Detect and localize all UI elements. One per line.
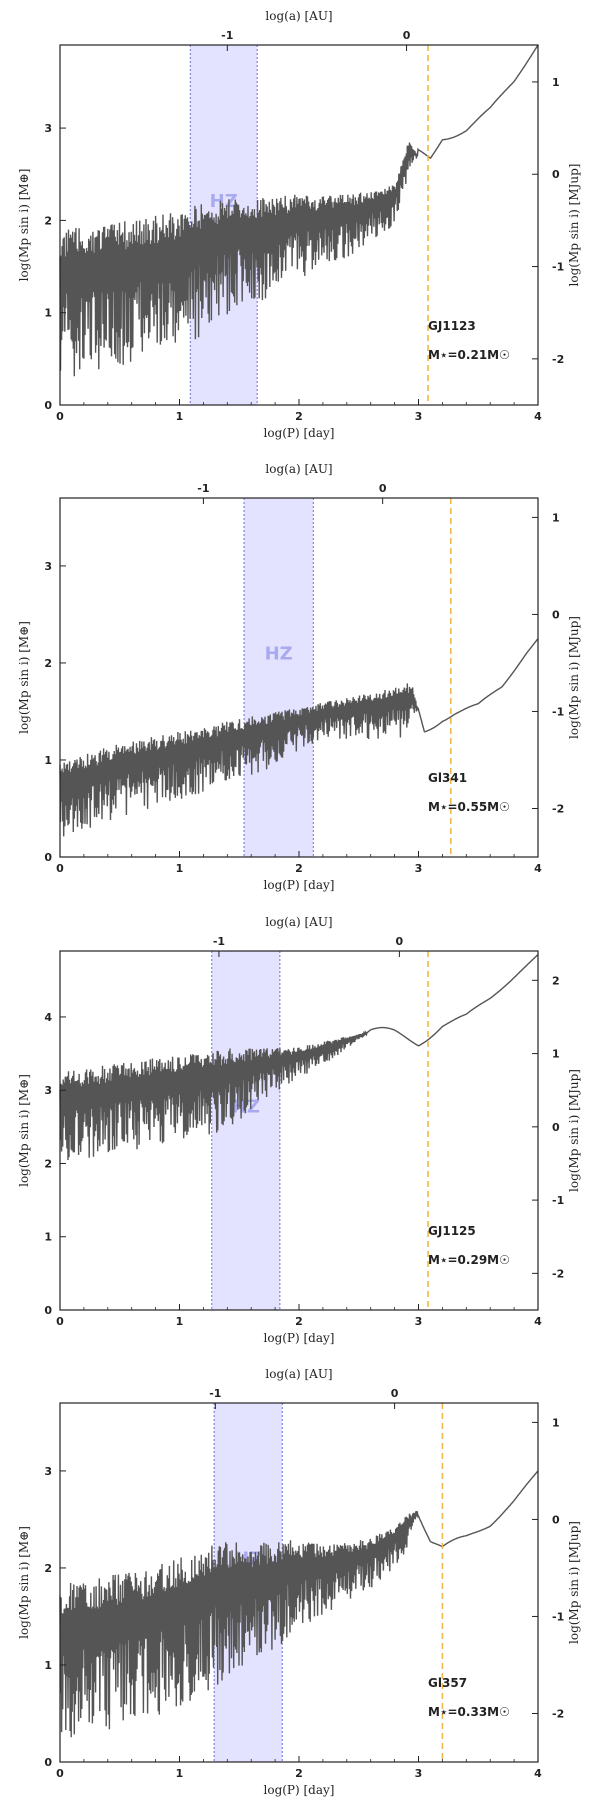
x-tick-label: 2 bbox=[295, 410, 303, 423]
top-tick-label: 0 bbox=[403, 29, 411, 42]
y-tick-label: 1 bbox=[44, 1231, 52, 1244]
x-tick-label: 1 bbox=[176, 862, 184, 875]
top-tick-label: -1 bbox=[213, 935, 225, 948]
top-axis-title: log(a) [AU] bbox=[265, 915, 332, 929]
y-tick-label: 3 bbox=[44, 1084, 52, 1097]
chart-panel-1: HZ 0 1 2 3 4 0 1 2 3 -2 -1 0 1 -1 0 log(a) [AU] log(P) [d… bbox=[17, 9, 581, 440]
y-right-tick-label: 0 bbox=[552, 1121, 560, 1134]
hz-label: HZ bbox=[265, 644, 293, 665]
y-right-axis-title: log(Mp sin i) [MJup] bbox=[567, 164, 581, 287]
y-right-tick-label: -1 bbox=[552, 261, 564, 274]
top-tick-label: -1 bbox=[221, 29, 233, 42]
star-name-label: Gl357 bbox=[428, 1676, 467, 1690]
x-tick-label: 4 bbox=[534, 1315, 542, 1328]
detection-limit-line bbox=[59, 1470, 539, 1738]
y-axis-title: log(Mp sin i) [M⊕] bbox=[17, 1074, 31, 1187]
x-tick-label: 3 bbox=[415, 862, 423, 875]
x-tick-label: 4 bbox=[534, 1767, 542, 1780]
y-right-axis-title: log(Mp sin i) [MJup] bbox=[567, 1521, 581, 1644]
y-right-tick-label: -1 bbox=[552, 1194, 564, 1207]
detection-limit-line bbox=[59, 954, 539, 1161]
top-tick-label: 0 bbox=[391, 1387, 399, 1400]
chart-panel-2: HZ 0 1 2 3 4 0 1 2 3 -2 -1 0 1 -1 0 log(a) [AU] log(P) [d… bbox=[17, 462, 581, 892]
y-right-tick-label: -1 bbox=[552, 705, 564, 718]
y-tick-label: 1 bbox=[44, 754, 52, 767]
top-axis-title: log(a) [AU] bbox=[265, 1367, 332, 1381]
y-tick-label: 4 bbox=[44, 1011, 52, 1024]
x-axis-title: log(P) [day] bbox=[264, 1331, 335, 1345]
y-right-tick-label: 1 bbox=[552, 511, 560, 524]
y-tick-label: 2 bbox=[44, 1157, 52, 1170]
x-tick-label: 1 bbox=[176, 410, 184, 423]
y-tick-label: 3 bbox=[44, 1465, 52, 1478]
x-axis-title: log(P) [day] bbox=[264, 1783, 335, 1797]
x-axis-title: log(P) [day] bbox=[264, 878, 335, 892]
x-tick-label: 4 bbox=[534, 862, 542, 875]
y-tick-label: 2 bbox=[44, 657, 52, 670]
x-tick-label: 1 bbox=[176, 1315, 184, 1328]
y-axis-title: log(Mp sin i) [M⊕] bbox=[17, 169, 31, 282]
y-right-tick-label: 0 bbox=[552, 168, 560, 181]
x-tick-label: 2 bbox=[295, 1315, 303, 1328]
y-right-axis-title: log(Mp sin i) [MJup] bbox=[567, 616, 581, 739]
y-tick-label: 0 bbox=[44, 1756, 52, 1769]
x-tick-label: 1 bbox=[176, 1767, 184, 1780]
y-right-tick-label: -2 bbox=[552, 1267, 564, 1280]
y-axis-title: log(Mp sin i) [M⊕] bbox=[17, 1526, 31, 1639]
x-tick-label: 3 bbox=[415, 1767, 423, 1780]
y-tick-label: 2 bbox=[44, 214, 52, 227]
star-name-label: Gl341 bbox=[428, 771, 467, 785]
top-tick-label: 0 bbox=[379, 482, 387, 495]
star-mass-label: M⋆=0.21M☉ bbox=[428, 348, 510, 362]
y-right-tick-label: 1 bbox=[552, 76, 560, 89]
y-tick-label: 3 bbox=[44, 560, 52, 573]
y-right-tick-label: 0 bbox=[552, 1513, 560, 1526]
y-tick-label: 1 bbox=[44, 1659, 52, 1672]
x-tick-label: 0 bbox=[56, 862, 64, 875]
y-axis-title: log(Mp sin i) [M⊕] bbox=[17, 621, 31, 734]
y-right-tick-label: 2 bbox=[552, 974, 560, 987]
y-right-tick-label: 1 bbox=[552, 1048, 560, 1061]
x-tick-label: 4 bbox=[534, 410, 542, 423]
x-tick-label: 3 bbox=[415, 1315, 423, 1328]
detection-limit-line bbox=[59, 638, 539, 837]
habitable-zone-band bbox=[244, 498, 314, 857]
x-tick-label: 0 bbox=[56, 1315, 64, 1328]
star-name-label: GJ1123 bbox=[428, 319, 476, 333]
y-right-axis-title: log(Mp sin i) [MJup] bbox=[567, 1069, 581, 1192]
y-tick-label: 2 bbox=[44, 1562, 52, 1575]
x-tick-label: 2 bbox=[295, 862, 303, 875]
x-tick-label: 0 bbox=[56, 410, 64, 423]
x-axis-title: log(P) [day] bbox=[264, 426, 335, 440]
detection-limit-line bbox=[59, 44, 539, 377]
top-axis-title: log(a) [AU] bbox=[265, 9, 332, 23]
y-right-tick-label: 1 bbox=[552, 1416, 560, 1429]
star-mass-label: M⋆=0.33M☉ bbox=[428, 1705, 510, 1719]
star-mass-label: M⋆=0.55M☉ bbox=[428, 800, 510, 814]
y-tick-label: 0 bbox=[44, 1304, 52, 1317]
star-mass-label: M⋆=0.29M☉ bbox=[428, 1253, 510, 1267]
y-right-tick-label: 0 bbox=[552, 608, 560, 621]
top-tick-label: -1 bbox=[197, 482, 209, 495]
top-tick-label: 0 bbox=[396, 935, 404, 948]
top-axis-title: log(a) [AU] bbox=[265, 462, 332, 476]
x-tick-label: 0 bbox=[56, 1767, 64, 1780]
x-tick-label: 2 bbox=[295, 1767, 303, 1780]
x-tick-label: 3 bbox=[415, 410, 423, 423]
y-tick-label: 0 bbox=[44, 851, 52, 864]
top-tick-label: -1 bbox=[209, 1387, 221, 1400]
y-tick-label: 3 bbox=[44, 122, 52, 135]
y-right-tick-label: -2 bbox=[552, 1707, 564, 1720]
y-right-tick-label: -1 bbox=[552, 1610, 564, 1623]
y-tick-label: 0 bbox=[44, 399, 52, 412]
y-tick-label: 1 bbox=[44, 307, 52, 320]
hz-label: HZ bbox=[210, 191, 238, 212]
habitable-zone-band bbox=[211, 951, 280, 1310]
star-name-label: GJ1125 bbox=[428, 1224, 476, 1238]
y-right-tick-label: -2 bbox=[552, 802, 564, 815]
y-right-tick-label: -2 bbox=[552, 353, 564, 366]
